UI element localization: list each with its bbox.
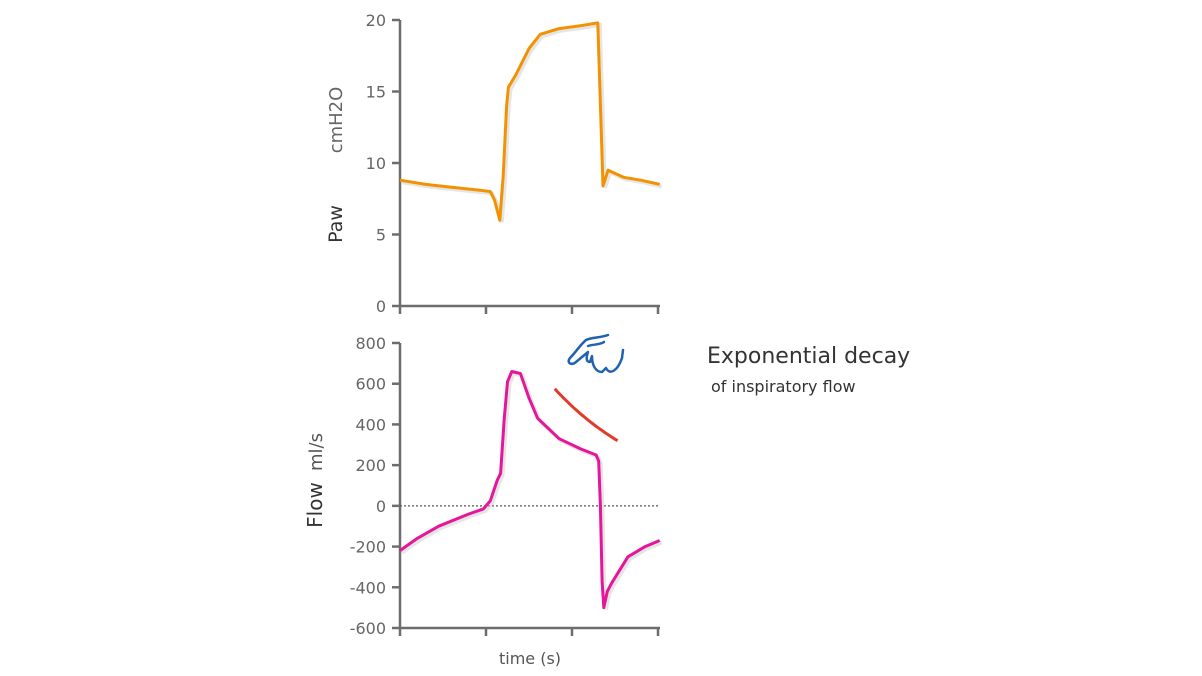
paw-axes: [398, 20, 660, 308]
paw-ylabel-unit: cmH2O: [326, 87, 347, 154]
flow-chart: -600 -400 -200 0 200 400 600 800: [350, 334, 663, 638]
paw-ytick-label: 0: [376, 297, 386, 316]
flow-ytick-label: 800: [355, 334, 386, 353]
flow-ytick-label: -600: [350, 619, 386, 638]
flow-ytick-label: 400: [355, 415, 386, 434]
flow-ytick-label: -400: [350, 578, 386, 597]
paw-ytick-label: 5: [376, 226, 386, 245]
pointing-hand-icon: [567, 333, 625, 374]
paw-ytick-label: 10: [366, 154, 386, 173]
annotation-title: Exponential decay: [707, 344, 911, 369]
flow-axes: [398, 343, 660, 630]
annotation-subtitle: of inspiratory flow: [711, 377, 856, 396]
flow-ytick-label: -200: [350, 538, 386, 557]
flow-xlabel: time (s): [499, 649, 561, 668]
flow-ylabel-unit: ml/s: [306, 433, 327, 471]
paw-ylabel-main: Paw: [325, 205, 347, 243]
flow-ytick-label: 0: [376, 497, 386, 516]
paw-ytick-label: 20: [366, 11, 386, 30]
flow-line-shadow: [400, 371, 663, 611]
flow-ytick-label: 600: [355, 375, 386, 394]
paw-ytick-label: 15: [366, 83, 386, 102]
paw-series-line: [399, 21, 661, 222]
paw-chart: 0 5 10 15 20: [366, 11, 663, 316]
paw-line-shadow: [401, 22, 663, 223]
flow-series-line: [399, 370, 661, 610]
flow-ylabel-main: Flow: [303, 482, 327, 528]
flow-ytick-label: 200: [355, 456, 386, 475]
exponential-decay-curve: [553, 387, 619, 442]
